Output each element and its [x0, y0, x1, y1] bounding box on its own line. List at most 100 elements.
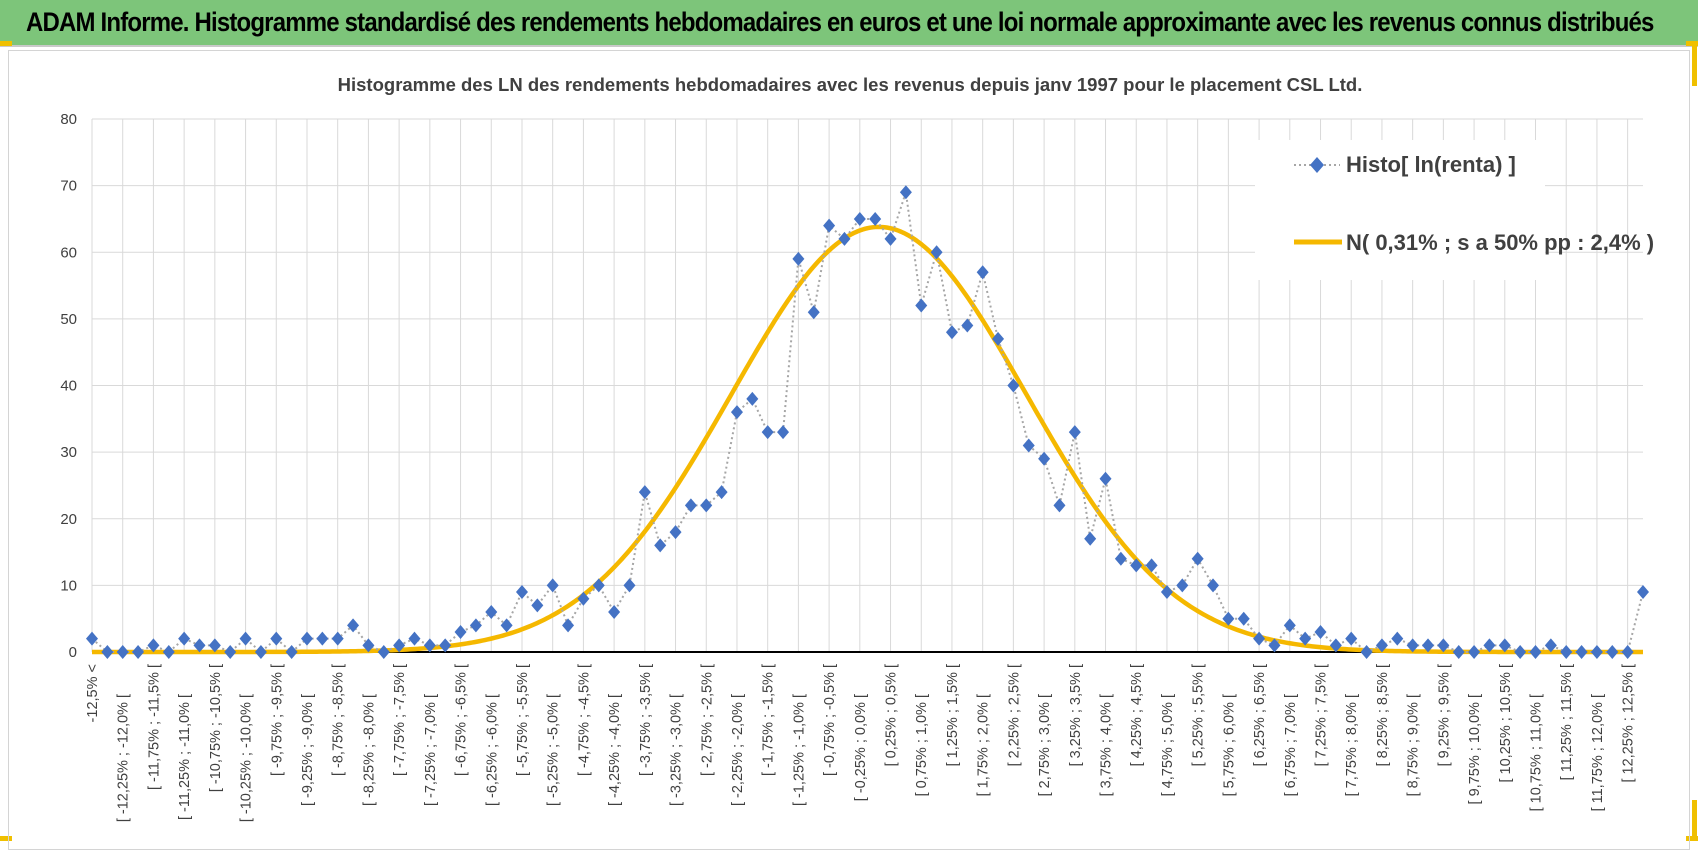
- y-tick-label: 30: [60, 444, 77, 461]
- histo-marker: [1022, 438, 1035, 453]
- histo-marker: [546, 578, 559, 593]
- x-tick-label: [ -2,25% ; -2,0% [: [730, 694, 746, 806]
- histo-marker: [577, 591, 590, 606]
- x-tick-label: [ -6,25% ; -6,0% [: [484, 694, 500, 806]
- histo-marker: [992, 331, 1005, 346]
- histo-marker: [1207, 578, 1220, 593]
- x-tick-label: [ -10,25% ; -10,0% [: [239, 694, 255, 822]
- y-tick-label: 50: [60, 311, 77, 328]
- y-tick-label: 40: [60, 378, 77, 395]
- x-tick-label: [ -9,75% ; -9,5% [: [269, 664, 285, 776]
- x-tick-label: [ -0,25% ; 0,0% [: [853, 694, 869, 801]
- histo-marker: [285, 645, 298, 659]
- x-tick-label: [ 4,75% ; 5,0% [: [1160, 694, 1176, 796]
- histo-marker: [485, 605, 498, 620]
- histo-marker: [1283, 618, 1296, 633]
- histo-marker: [531, 598, 544, 613]
- histo-marker: [1099, 471, 1112, 486]
- histo-marker: [439, 638, 452, 653]
- histo-marker: [224, 645, 237, 659]
- histo-marker: [1560, 645, 1573, 659]
- histo-marker: [1345, 631, 1358, 646]
- histo-marker: [869, 211, 882, 226]
- histo-marker: [1514, 645, 1527, 659]
- y-tick-label: 70: [60, 178, 77, 195]
- histo-marker: [1299, 631, 1312, 646]
- histo-marker: [915, 298, 928, 313]
- x-tick-label: [ -4,75% ; -4,5% [: [576, 664, 592, 776]
- x-tick-label: [ 1,25% ; 1,5% [: [945, 664, 961, 766]
- x-tick-label: [ 7,25% ; 7,5% [: [1314, 664, 1330, 766]
- histo-marker: [162, 645, 175, 659]
- histo-marker: [1422, 638, 1435, 653]
- histo-marker: [1437, 638, 1450, 653]
- histo-marker: [700, 498, 713, 513]
- histo-marker: [1375, 638, 1388, 653]
- histo-marker: [1391, 631, 1404, 646]
- x-tick-label: [ -5,25% ; -5,0% [: [546, 694, 562, 806]
- y-tick-label: 0: [69, 644, 77, 661]
- histo-marker: [838, 231, 851, 246]
- histo-marker: [792, 251, 805, 266]
- y-tick-label: 20: [60, 511, 77, 528]
- histo-marker: [1007, 378, 1020, 393]
- x-tick-label: [ 10,25% ; 10,5% [: [1498, 664, 1514, 783]
- histo-marker: [1191, 551, 1204, 566]
- histo-marker: [1575, 645, 1588, 659]
- x-tick-label: [ 12,25% ; 12,5% [: [1621, 664, 1637, 783]
- x-tick-label: [ 8,75% ; 9,0% [: [1406, 694, 1422, 796]
- x-tick-label: [ -2,75% ; -2,5% [: [699, 664, 715, 776]
- x-tick-label: [ -3,25% ; -3,0% [: [669, 694, 685, 806]
- y-axis-ticks: 0 10 20 30 40 50 60 70 80: [60, 111, 77, 661]
- x-tick-label: [ -8,25% ; -8,0% [: [361, 694, 377, 806]
- histo-marker: [623, 578, 636, 593]
- histo-marker: [884, 231, 897, 246]
- histo-marker: [1068, 425, 1081, 440]
- histo-marker: [899, 185, 912, 200]
- histo-marker: [1314, 625, 1327, 640]
- x-tick-label: [ 2,25% ; 2,5% [: [1006, 664, 1022, 766]
- histo-marker: [1268, 638, 1281, 653]
- corner-accent-right-vertical: [1692, 46, 1697, 86]
- histo-marker: [147, 638, 160, 653]
- histo-marker: [1606, 645, 1619, 659]
- histo-marker: [316, 631, 329, 646]
- x-tick-label: [ -9,25% ; -9,0% [: [300, 694, 316, 806]
- y-tick-label: 80: [60, 111, 77, 128]
- chart-title: Histogramme des LN des rendements hebdom…: [338, 74, 1363, 95]
- histo-markers: [86, 185, 1649, 659]
- histo-marker: [101, 645, 114, 659]
- histo-marker: [562, 618, 575, 633]
- histo-marker: [193, 638, 206, 653]
- histo-marker: [608, 605, 621, 620]
- corner-accent-left: [0, 41, 12, 46]
- histo-marker: [961, 318, 974, 333]
- histo-marker: [976, 265, 989, 280]
- x-tick-label: [ -6,75% ; -6,5% [: [454, 664, 470, 776]
- histo-marker: [1498, 638, 1511, 653]
- x-tick-label: [ -0,75% ; -0,5% [: [822, 664, 838, 776]
- histo-marker: [1084, 531, 1097, 546]
- page-title: ADAM Informe. Histogramme standardisé de…: [26, 7, 1654, 37]
- x-tick-label: [ 6,25% ; 6,5% [: [1252, 664, 1268, 766]
- x-tick-label: [ 11,25% ; 11,5% [: [1559, 664, 1575, 780]
- legend: Histo[ ln(renta) ] N( 0,31% ; s a 50% pp…: [1255, 140, 1654, 280]
- histo-marker: [1160, 585, 1173, 600]
- histo-marker: [654, 538, 667, 553]
- histo-marker: [1637, 585, 1649, 600]
- corner-accent-bottom-left: [0, 836, 12, 841]
- x-tick-label: [ -12,25% ; -12,0% [: [116, 694, 132, 822]
- histo-marker: [1038, 451, 1051, 466]
- histo-marker: [423, 638, 436, 653]
- x-tick-label: [ -1,75% ; -1,5% [: [761, 664, 777, 776]
- x-tick-label: [ 9,25% ; 9,5% [: [1436, 664, 1452, 766]
- x-tick-label: [ -8,75% ; -8,5% [: [331, 664, 347, 776]
- histo-marker: [730, 405, 743, 420]
- histo-marker: [1222, 611, 1235, 626]
- x-tick-label: [ 2,75% ; 3,0% [: [1037, 694, 1053, 796]
- x-tick-label: [ 6,75% ; 7,0% [: [1283, 694, 1299, 796]
- histo-marker: [1590, 645, 1603, 659]
- histo-marker: [1621, 645, 1634, 659]
- x-tick-label: [ 5,75% ; 6,0% [: [1221, 694, 1237, 796]
